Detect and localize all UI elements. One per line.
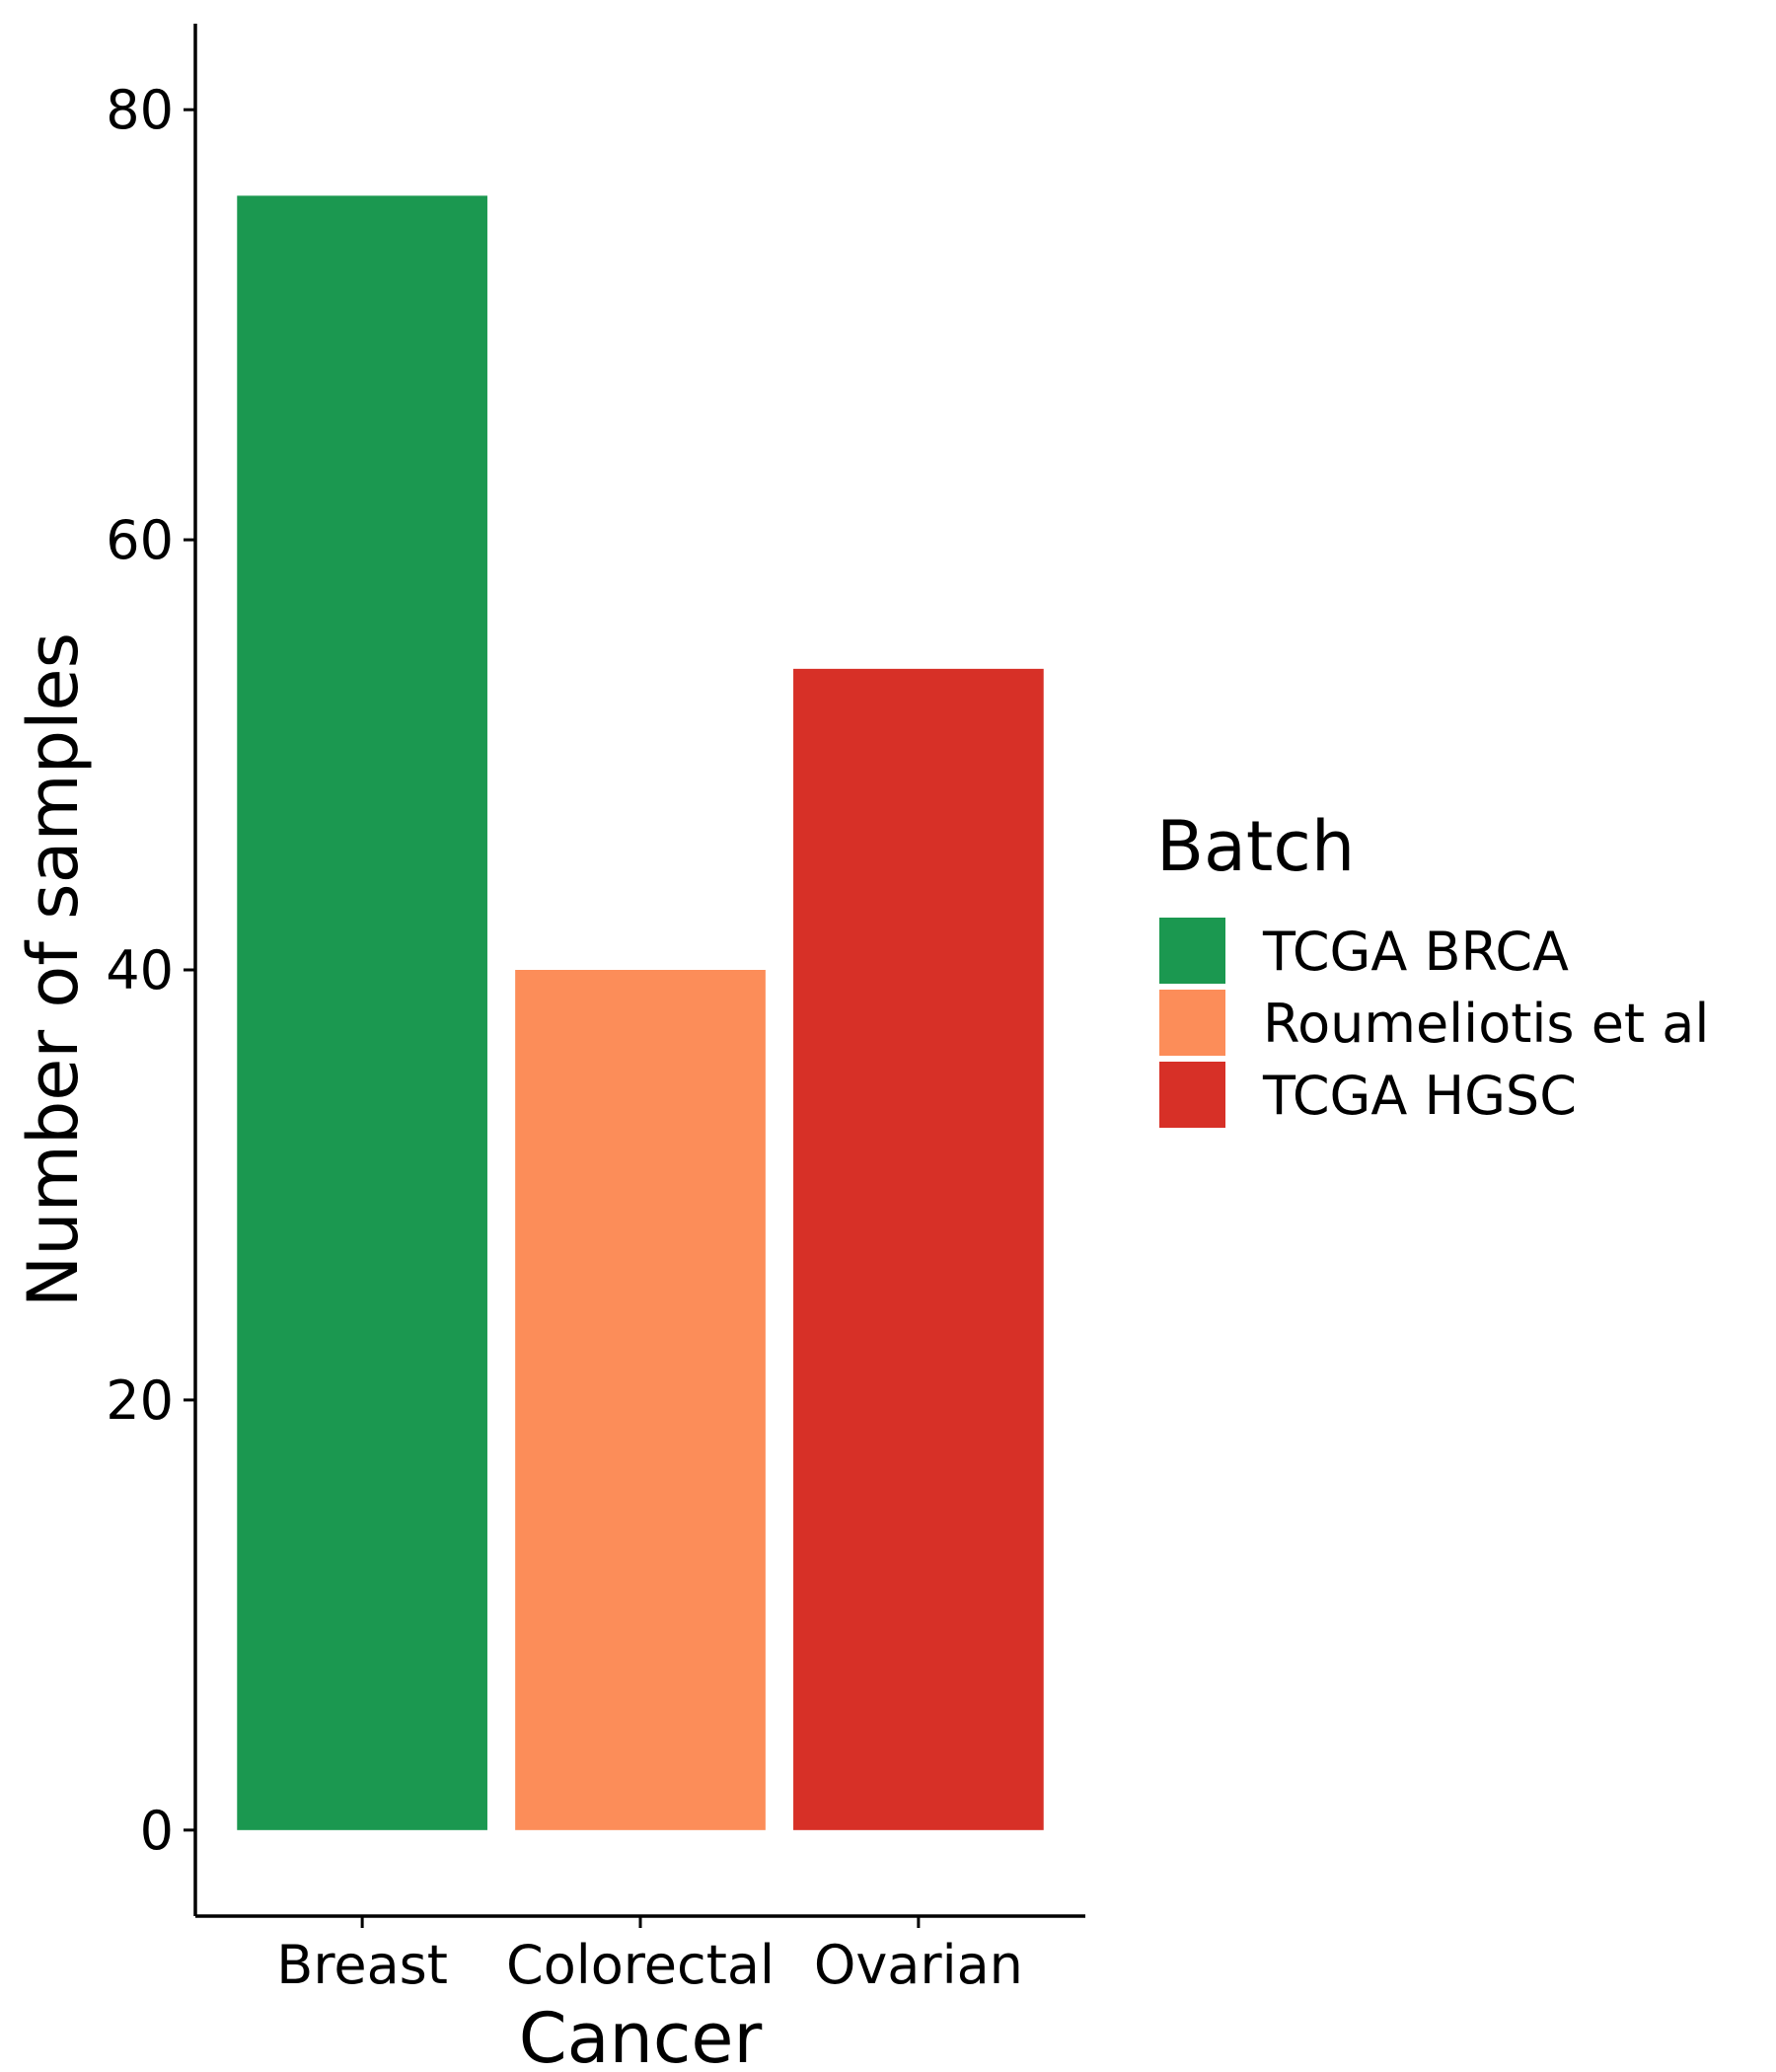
legend-swatch [1159,918,1225,984]
legend-label: TCGA BRCA [1262,921,1569,983]
x-tick-label: Ovarian [814,1934,1023,1996]
x-tick-label: Colorectal [506,1934,775,1996]
x-tick-label: Breast [276,1934,448,1996]
x-ticks-group: Breast Colorectal Ovarian [276,1916,1023,1996]
y-tick-label: 80 [106,79,174,141]
legend: Batch TCGA BRCA Roumeliotis et al TCGA HGS… [1156,806,1709,1128]
bar-breast [237,195,487,1830]
legend-swatch [1159,1062,1225,1128]
legend-label: Roumeliotis et al [1263,993,1709,1055]
y-tick-label: 0 [140,1800,174,1862]
legend-label: TCGA HGSC [1262,1065,1577,1127]
y-tick-label: 40 [106,939,174,1001]
y-tick-label: 60 [106,509,174,571]
bars-group [237,195,1044,1830]
legend-title: Batch [1156,806,1355,887]
bar-ovarian [793,668,1044,1830]
y-axis-title: Number of samples [13,632,94,1307]
y-tick-label: 20 [106,1369,174,1432]
bar-colorectal [515,970,766,1830]
legend-swatch [1159,990,1225,1056]
y-ticks-group: 0 20 40 60 80 [106,79,195,1862]
x-axis-title: Cancer [519,1998,763,2072]
